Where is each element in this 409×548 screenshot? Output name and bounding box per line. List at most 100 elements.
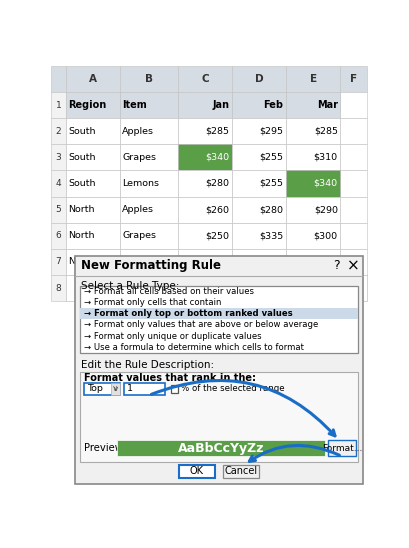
FancyBboxPatch shape [178,144,231,170]
FancyBboxPatch shape [65,275,119,301]
Text: $280: $280 [259,205,283,214]
FancyBboxPatch shape [178,92,231,118]
FancyBboxPatch shape [178,66,231,92]
FancyBboxPatch shape [178,197,231,222]
FancyBboxPatch shape [178,197,231,222]
FancyBboxPatch shape [285,144,339,170]
FancyBboxPatch shape [231,66,285,92]
FancyBboxPatch shape [119,66,178,92]
Text: C: C [200,74,208,84]
FancyBboxPatch shape [80,286,357,353]
FancyBboxPatch shape [231,170,285,197]
FancyBboxPatch shape [178,170,231,197]
FancyBboxPatch shape [119,144,178,170]
Text: Preview:: Preview: [83,443,125,453]
FancyBboxPatch shape [339,118,366,144]
FancyBboxPatch shape [285,92,339,118]
FancyBboxPatch shape [119,118,178,144]
FancyBboxPatch shape [231,118,285,144]
FancyBboxPatch shape [178,249,231,275]
Text: → Format all cells based on their values: → Format all cells based on their values [83,287,253,296]
FancyBboxPatch shape [65,118,119,144]
FancyBboxPatch shape [285,144,339,170]
FancyBboxPatch shape [119,249,178,275]
Text: Region: Region [68,100,106,110]
Text: $340: $340 [205,153,229,162]
FancyBboxPatch shape [231,222,285,249]
FancyBboxPatch shape [339,275,366,301]
Text: Cancel: Cancel [224,466,257,476]
FancyBboxPatch shape [285,222,339,249]
FancyBboxPatch shape [231,170,285,197]
Text: Format...: Format... [321,444,361,453]
FancyBboxPatch shape [51,92,65,118]
FancyBboxPatch shape [171,385,177,393]
FancyBboxPatch shape [117,441,324,456]
Text: Lemons: Lemons [122,179,159,188]
FancyBboxPatch shape [119,197,178,222]
FancyBboxPatch shape [119,170,178,197]
FancyBboxPatch shape [178,144,231,170]
FancyBboxPatch shape [65,66,119,92]
FancyBboxPatch shape [231,118,285,144]
FancyBboxPatch shape [285,249,339,275]
FancyBboxPatch shape [231,144,285,170]
FancyBboxPatch shape [65,144,119,170]
Text: $320: $320 [313,258,337,266]
FancyBboxPatch shape [119,92,178,118]
FancyBboxPatch shape [339,222,366,249]
FancyBboxPatch shape [285,170,339,197]
FancyBboxPatch shape [178,465,215,478]
FancyBboxPatch shape [231,197,285,222]
FancyBboxPatch shape [178,275,231,301]
FancyBboxPatch shape [119,197,178,222]
Text: F: F [349,74,357,84]
FancyBboxPatch shape [65,92,119,118]
Text: 4: 4 [56,179,61,188]
FancyBboxPatch shape [65,197,119,222]
FancyBboxPatch shape [119,170,178,197]
Text: $300: $300 [313,231,337,241]
FancyBboxPatch shape [80,372,357,461]
FancyBboxPatch shape [83,383,120,395]
FancyBboxPatch shape [119,222,178,249]
Text: $295: $295 [259,127,283,136]
Text: A: A [88,74,97,84]
Text: Feb: Feb [263,100,283,110]
FancyBboxPatch shape [75,255,362,483]
FancyBboxPatch shape [285,222,339,249]
Text: ×: × [346,258,359,273]
Text: Select a Rule Type:: Select a Rule Type: [81,282,180,292]
FancyBboxPatch shape [119,144,178,170]
FancyBboxPatch shape [119,275,178,301]
FancyBboxPatch shape [51,170,65,197]
FancyBboxPatch shape [65,170,119,197]
Text: South: South [68,179,95,188]
Text: Grapes: Grapes [122,153,156,162]
FancyBboxPatch shape [65,275,119,301]
FancyBboxPatch shape [339,249,366,275]
FancyBboxPatch shape [339,170,366,197]
FancyBboxPatch shape [339,275,366,301]
Text: $280: $280 [205,179,229,188]
FancyBboxPatch shape [285,118,339,144]
Text: 6: 6 [55,231,61,241]
FancyBboxPatch shape [65,170,119,197]
FancyBboxPatch shape [178,170,231,197]
FancyBboxPatch shape [285,275,339,301]
FancyBboxPatch shape [285,66,339,92]
Text: Grapes: Grapes [122,231,156,241]
FancyBboxPatch shape [285,170,339,197]
Text: D: D [254,74,263,84]
FancyBboxPatch shape [178,222,231,249]
Text: $290: $290 [313,205,337,214]
Text: $285: $285 [313,127,337,136]
FancyBboxPatch shape [119,275,178,301]
Text: Item: Item [122,100,147,110]
Text: OK: OK [189,466,203,476]
FancyBboxPatch shape [327,441,355,456]
Text: ?: ? [333,259,339,272]
FancyBboxPatch shape [339,144,366,170]
Text: $255: $255 [205,258,229,266]
Text: % of the selected range: % of the selected range [180,385,284,393]
